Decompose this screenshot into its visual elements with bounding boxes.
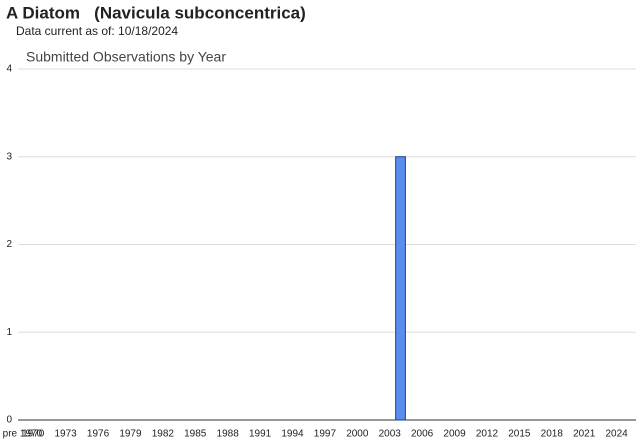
x-tick-label: 1988 [217,429,240,440]
y-tick-label: 4 [6,64,12,75]
page-title: A Diatom (Navicula subconcentrica) [6,3,306,22]
y-tick-label: 3 [6,151,12,162]
y-tick-label: 2 [6,239,12,250]
x-tick-label: 2015 [508,429,531,440]
x-tick-label: 1976 [87,429,110,440]
x-tick-label: 2003 [379,429,402,440]
x-tick-label: 2009 [443,429,466,440]
x-tick-label: 2012 [476,429,499,440]
y-tick-label: 0 [6,415,12,426]
y-tick-label: 1 [6,327,12,338]
bar [395,156,406,421]
x-tick-label: 1979 [119,429,142,440]
x-tick-label: 2024 [605,429,628,440]
x-tick-label: 1970 [22,429,45,440]
x-tick-label: 2021 [573,429,596,440]
subtitle: Data current as of: 10/18/2024 [16,24,178,38]
x-tick-label: 2018 [541,429,564,440]
x-tick-label: 1982 [152,429,175,440]
x-tick-label: pre 1970 [3,429,43,440]
x-tick-label: 2000 [346,429,369,440]
x-tick-label: 1994 [281,429,304,440]
x-tick-label: 2006 [411,429,434,440]
x-tick-label: 1997 [314,429,337,440]
chart-title: Submitted Observations by Year [26,49,226,65]
x-tick-label: 1985 [184,429,207,440]
x-tick-label: 1991 [249,429,272,440]
x-tick-label: 1973 [54,429,77,440]
